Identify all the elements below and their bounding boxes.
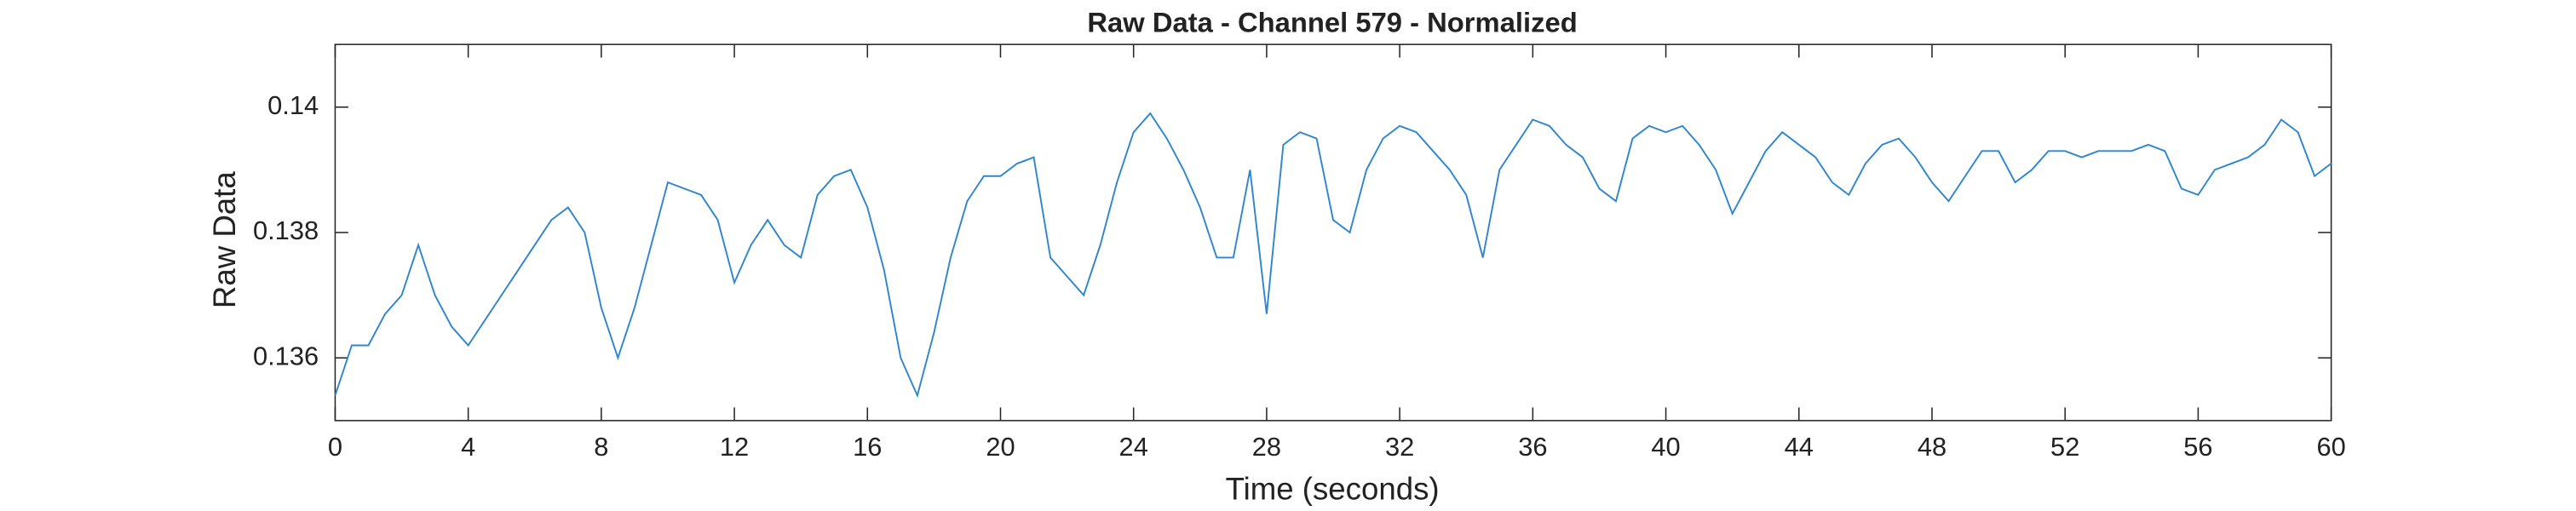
x-axis-label: Time (seconds) — [1226, 471, 1440, 506]
x-tick-label: 56 — [2183, 432, 2212, 462]
x-tick-label: 60 — [2316, 432, 2345, 462]
y-tick-label: 0.14 — [267, 90, 319, 120]
x-tick-label: 44 — [1785, 432, 1814, 462]
plot-area — [334, 43, 2332, 422]
x-tick-label: 20 — [986, 432, 1015, 462]
x-tick-label: 24 — [1119, 432, 1148, 462]
x-tick-label: 40 — [1651, 432, 1680, 462]
x-tick-label: 8 — [594, 432, 608, 462]
x-tick-label: 36 — [1518, 432, 1547, 462]
x-tick-label: 52 — [2050, 432, 2079, 462]
x-tick-label: 48 — [1918, 432, 1946, 462]
y-tick-label: 0.138 — [253, 215, 319, 245]
x-tick-label: 0 — [328, 432, 342, 462]
x-tick-label: 12 — [720, 432, 749, 462]
x-tick-label: 4 — [461, 432, 475, 462]
x-tick-label: 28 — [1252, 432, 1281, 462]
x-tick-label: 16 — [853, 432, 882, 462]
data-line — [334, 112, 2332, 399]
y-axis-label: Raw Data — [207, 171, 242, 308]
x-tick-label: 32 — [1385, 432, 1414, 462]
chart-title: Raw Data - Channel 579 - Normalized — [1087, 7, 1577, 38]
y-tick-label: 0.136 — [253, 341, 319, 370]
